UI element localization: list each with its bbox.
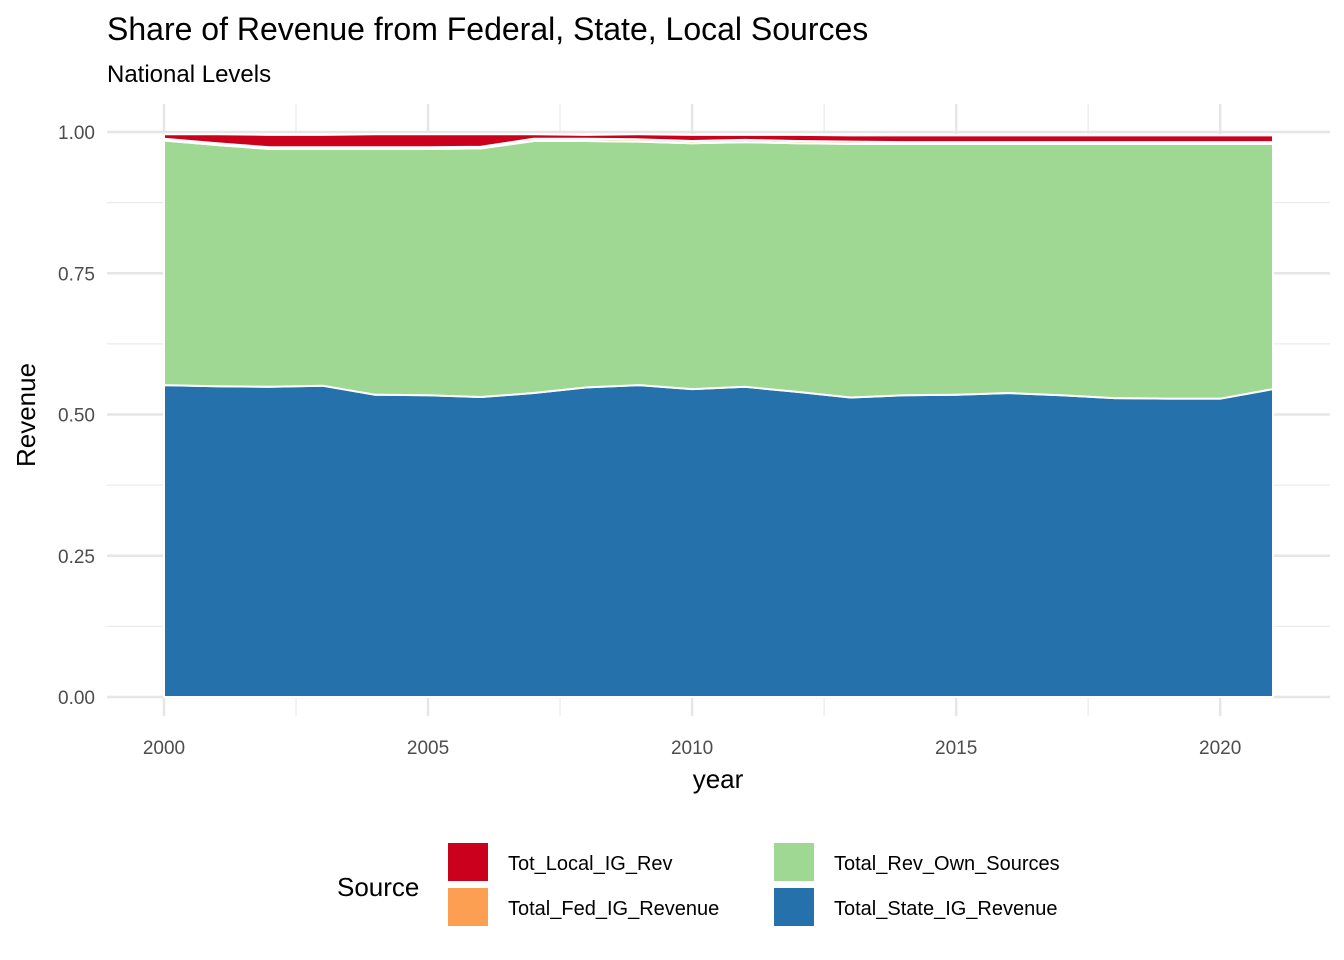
legend-swatch [774, 888, 814, 926]
legend-swatch [774, 843, 814, 881]
legend: Source Tot_Local_IG_Rev Total_Fed_IG_Reve… [337, 843, 1060, 926]
y-tick-label: 1.00 [58, 123, 95, 144]
x-tick-label: 2005 [407, 738, 449, 759]
area-total-rev-own-sources [163, 139, 1274, 400]
y-tick-label: 0.75 [58, 264, 95, 285]
legend-label: Total_State_IG_Revenue [834, 898, 1058, 920]
x-tick-label: 2015 [935, 738, 977, 759]
chart-subtitle: National Levels [107, 61, 271, 88]
y-tick-label: 0.50 [58, 406, 95, 427]
area-total-state-ig-revenue [163, 384, 1274, 698]
y-tick-label: 0.00 [58, 688, 95, 709]
chart-title: Share of Revenue from Federal, State, Lo… [107, 11, 868, 47]
x-tick-label: 2020 [1199, 738, 1241, 759]
legend-label: Total_Rev_Own_Sources [834, 853, 1060, 875]
x-tick-label: 2010 [671, 738, 713, 759]
x-axis-title: year [693, 764, 744, 794]
y-axis-title: Revenue [11, 363, 41, 467]
legend-title: Source [337, 872, 419, 902]
plot-areas [163, 133, 1274, 698]
legend-label: Tot_Local_IG_Rev [508, 853, 673, 875]
legend-label: Total_Fed_IG_Revenue [508, 898, 719, 920]
legend-swatch [448, 888, 488, 926]
y-axis-ticks: 0.00 0.25 0.50 0.75 1.00 [58, 123, 95, 709]
x-axis-ticks: 2000 2005 2010 2015 2020 [143, 738, 1241, 759]
x-tick-label: 2000 [143, 738, 185, 759]
y-tick-label: 0.25 [58, 547, 95, 568]
area-tot-local-ig-rev [163, 133, 1274, 149]
legend-swatch [448, 843, 488, 881]
